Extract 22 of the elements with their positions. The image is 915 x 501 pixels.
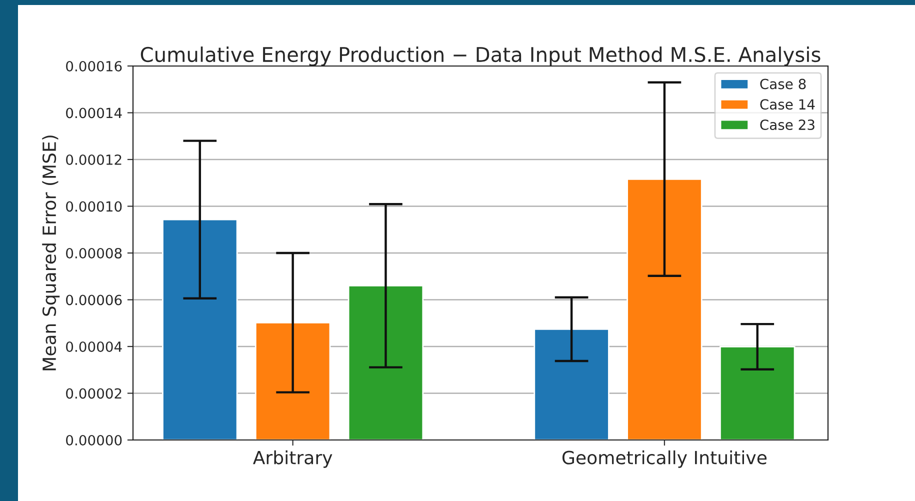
y-tick-label: 0.00006 [66,294,122,306]
bar [254,322,331,440]
legend-label: Case 8 [760,78,806,90]
bar [162,218,238,440]
y-tick-label: 0.00002 [66,388,122,399]
bar [720,346,796,440]
x-tick-label: Geometrically Intuitive [562,450,767,468]
x-tick-label: Arbitrary [252,450,332,468]
y-tick-label: 0.00014 [66,108,122,118]
y-tick-label: 0.00012 [66,154,122,165]
bar [626,178,702,440]
y-axis-title: Mean Squared Error (MSE) [42,136,60,370]
bar [348,285,424,440]
y-tick-label: 0.00010 [66,201,122,212]
y-tick-label: 0.00008 [66,248,122,258]
legend-label: Case 14 [760,99,815,110]
chart-title: Cumulative Energy Production − Data Input Method M.S.E. Analysis [140,46,820,66]
y-tick-label: 0.00004 [66,341,122,352]
bar [534,328,610,440]
y-tick-label: 0.00016 [66,60,122,72]
legend-label: Case 23 [760,120,814,130]
y-tick-label: 0.00000 [66,434,122,446]
